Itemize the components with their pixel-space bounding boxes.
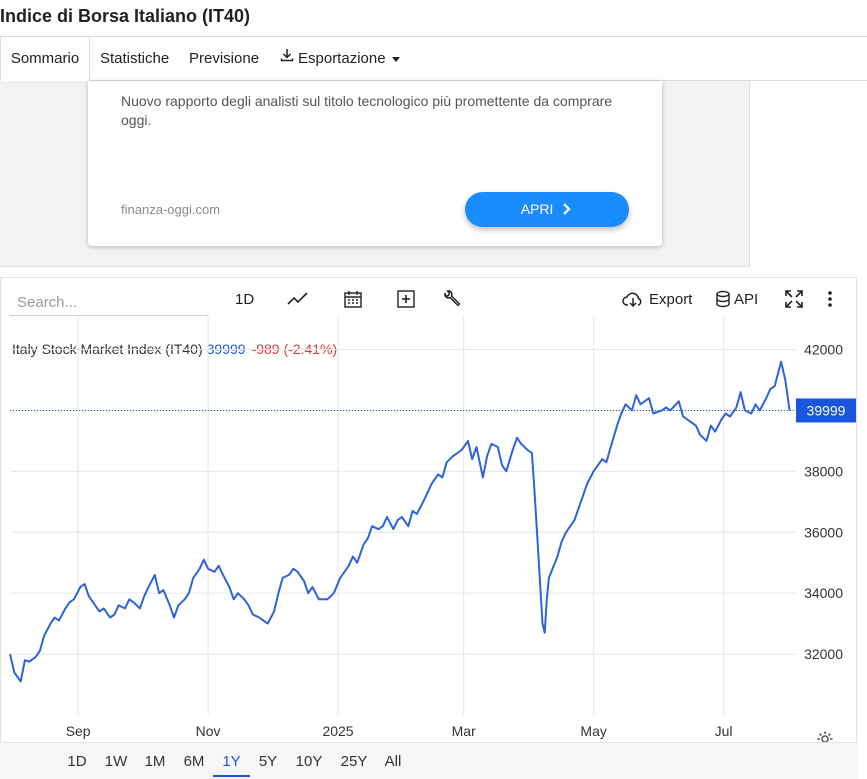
- chart-legend: Italy Stock Market Index (IT40) 39999 -989…: [12, 341, 337, 357]
- chevron-down-icon: [391, 56, 400, 62]
- cloud-download-icon: [622, 292, 642, 308]
- export-label: Export: [649, 290, 693, 308]
- x-tick-label: May: [580, 723, 606, 739]
- tools-button[interactable]: [442, 288, 462, 310]
- y-tick-label: 34000: [804, 585, 843, 601]
- ad-text: Nuovo rapporto degli analisti sul titolo…: [121, 93, 613, 128]
- add-icon: [397, 290, 415, 308]
- chart-grid: [10, 316, 796, 715]
- export-button[interactable]: Export: [622, 288, 692, 310]
- price-line: [9, 360, 791, 683]
- range-button-all[interactable]: All: [384, 753, 402, 770]
- range-button-1y[interactable]: 1Y: [213, 743, 250, 777]
- ad-open-button[interactable]: APRI: [465, 192, 629, 227]
- last-price-marker: 39999: [10, 398, 856, 423]
- fullscreen-button[interactable]: [784, 288, 804, 310]
- wrench-icon: [444, 290, 461, 307]
- ad-card[interactable]: Nuovo rapporto degli analisti sul titolo…: [88, 81, 662, 246]
- y-tick-label: 32000: [804, 646, 843, 662]
- chart-type-button[interactable]: [287, 288, 309, 310]
- y-tick-label: 38000: [804, 463, 843, 479]
- chevron-right-icon: [563, 203, 571, 215]
- price-chart[interactable]: 32000 34000 36000 38000 42000 Sep Nov 2025 Mar M…: [1, 316, 856, 778]
- range-button-1w[interactable]: 1W: [104, 753, 128, 770]
- more-options-button[interactable]: [824, 288, 836, 310]
- x-tick-label: Jul: [715, 723, 733, 739]
- last-price-box: [796, 398, 856, 423]
- legend-name: Italy Stock Market Index (IT40): [12, 341, 203, 357]
- tab-esportazione[interactable]: Esportazione: [279, 37, 400, 81]
- last-price-label: 39999: [807, 402, 846, 418]
- calendar-icon: [344, 291, 362, 308]
- tab-sommario[interactable]: Sommario: [0, 37, 90, 81]
- x-tick-label: 2025: [322, 723, 353, 739]
- add-indicator-button[interactable]: [396, 288, 416, 310]
- range-button-10y[interactable]: 10Y: [295, 753, 323, 770]
- fullscreen-icon: [785, 290, 803, 308]
- x-axis: Sep Nov 2025 Mar May Jul: [66, 723, 733, 739]
- x-tick-label: Nov: [196, 723, 221, 739]
- line-chart-icon: [287, 292, 308, 305]
- download-icon: [279, 37, 295, 81]
- ad-container: Nuovo rapporto degli analisti sul titolo…: [0, 81, 750, 267]
- chart-panel: 1D Export API Italy Stock Market Index (…: [0, 277, 857, 779]
- range-button-6m[interactable]: 6M: [183, 753, 205, 770]
- api-button[interactable]: API: [715, 288, 758, 310]
- interval-button[interactable]: 1D: [235, 288, 254, 310]
- range-button-5y[interactable]: 5Y: [258, 753, 278, 770]
- x-tick-label: Mar: [452, 723, 476, 739]
- legend-value: 39999: [206, 341, 246, 357]
- api-label: API: [734, 290, 759, 308]
- tab-esportazione-label: Esportazione: [298, 50, 386, 67]
- search-input[interactable]: [10, 290, 208, 316]
- x-tick-label: Sep: [66, 723, 91, 739]
- more-vert-icon: [828, 291, 832, 307]
- calendar-button[interactable]: [343, 288, 363, 310]
- y-tick-label: 36000: [804, 524, 843, 540]
- database-icon: [716, 290, 730, 308]
- interval-label: 1D: [235, 290, 255, 308]
- tab-previsione[interactable]: Previsione: [189, 50, 260, 67]
- legend-change: -989 (-2.41%): [251, 341, 338, 357]
- range-selector: 1D 1W 1M 6M 1Y 5Y 10Y 25Y All: [0, 742, 857, 779]
- range-button-1d[interactable]: 1D: [67, 753, 87, 770]
- ad-domain: finanza-oggi.com: [121, 202, 220, 217]
- y-axis: 32000 34000 36000 38000 42000: [804, 342, 843, 663]
- ad-open-button-label: APRI: [520, 201, 554, 217]
- tab-statistiche[interactable]: Statistiche: [100, 50, 170, 67]
- range-button-1m[interactable]: 1M: [144, 753, 166, 770]
- y-tick-label: 42000: [804, 342, 843, 358]
- range-button-25y[interactable]: 25Y: [340, 753, 368, 770]
- series-line: [9, 360, 791, 683]
- tab-bar: Sommario Statistiche Previsione Esportaz…: [0, 36, 867, 81]
- page-title: Indice di Borsa Italiano (IT40): [0, 6, 251, 26]
